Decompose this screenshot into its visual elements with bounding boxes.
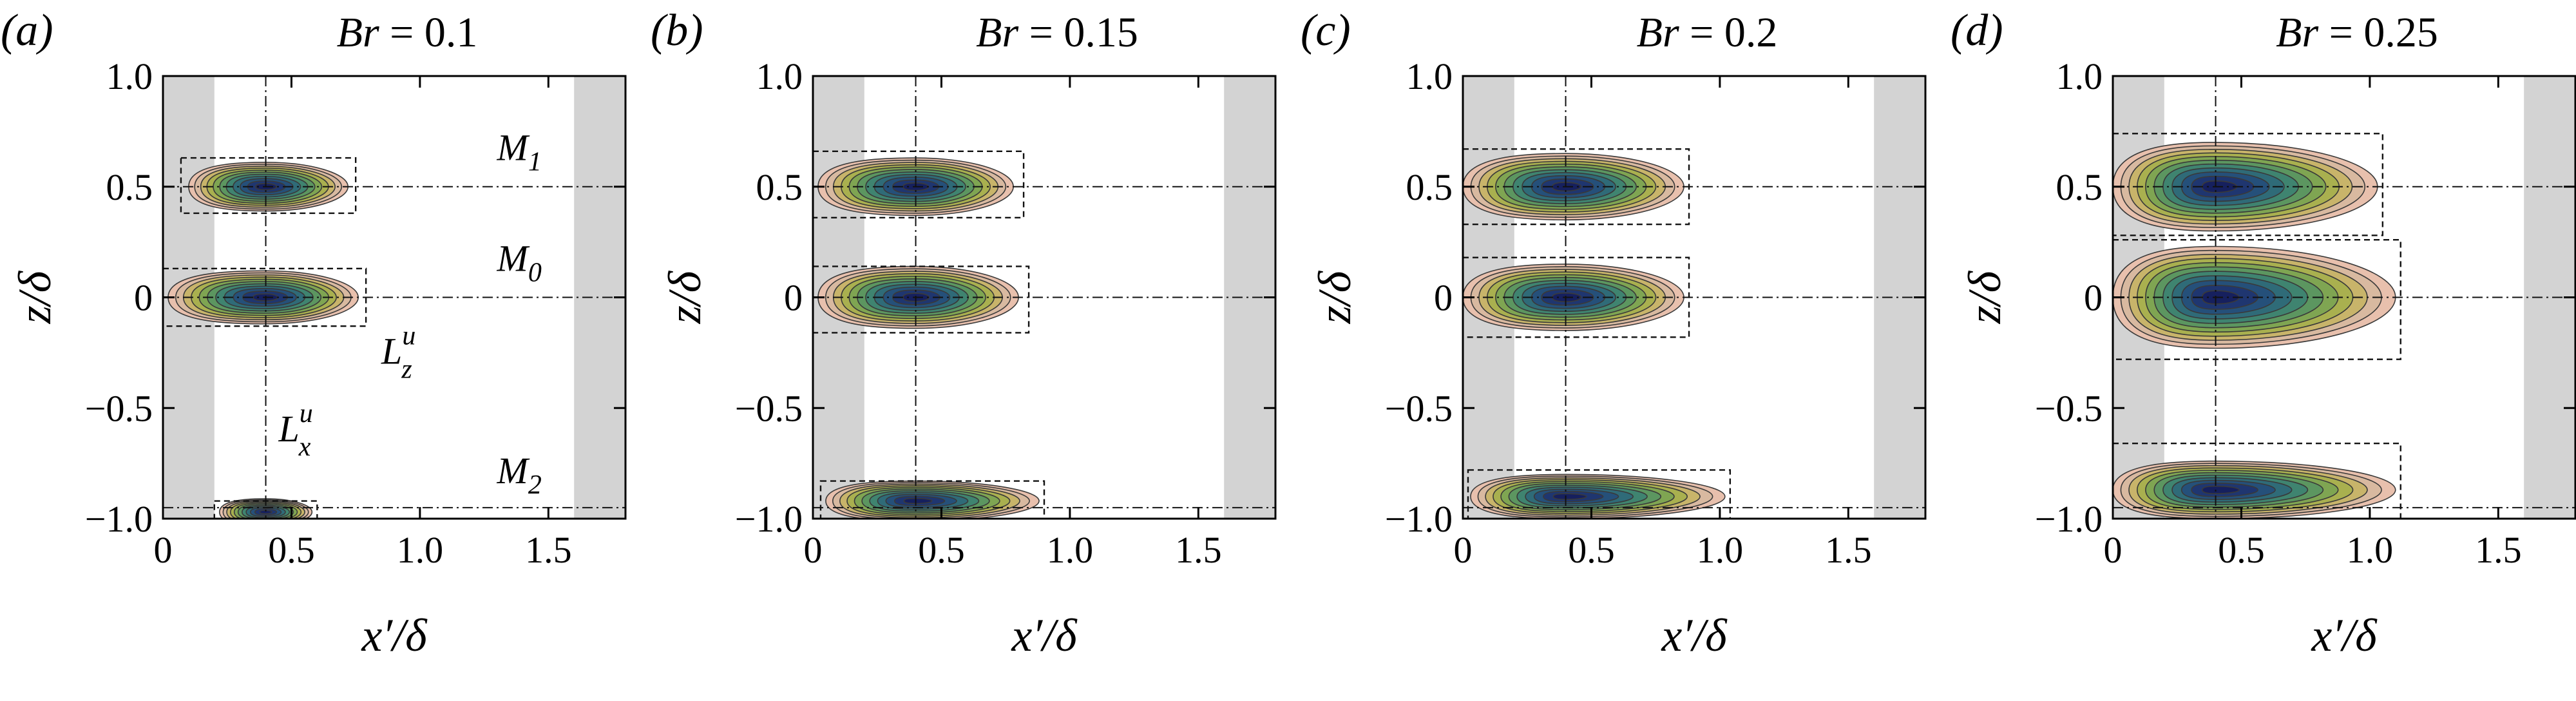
contour-M2: [2113, 443, 2401, 519]
contour-M2: [819, 480, 1045, 519]
y-tick-label: −1.0: [85, 498, 153, 540]
contour-M1: [2113, 133, 2384, 236]
y-tick-label: 0: [784, 277, 803, 319]
x-tick-label: 0.5: [918, 529, 965, 571]
title-variable: Br: [976, 9, 1018, 56]
extent-box-M1: [813, 150, 1025, 219]
contour-M1: [1463, 148, 1690, 226]
y-tick-label: −1.0: [735, 498, 803, 540]
x-tick-label: 0: [1454, 529, 1473, 571]
title-value: = 0.2: [1679, 9, 1778, 56]
annotation: M2: [497, 450, 542, 500]
x-tick-label: 1.0: [1047, 529, 1094, 571]
chart-panel-0: 0 0.5 1.0 1.5 1.0 0.5 0 −0.5 −1.0 x′/δ z/δ (a) Br = …: [1, 6, 627, 661]
annotation: Lu x: [278, 399, 313, 462]
y-tick-label: 0: [1434, 277, 1453, 319]
panel-title: Br = 0.15: [976, 9, 1138, 56]
y-tick-label: 0.5: [1406, 166, 1453, 208]
x-tick-label: 1.5: [1175, 529, 1222, 571]
panel-label: (d): [1951, 6, 2003, 55]
y-tick-label: 0: [2084, 277, 2103, 319]
title-value: = 0.1: [379, 9, 478, 56]
y-tick-label: −1.0: [2035, 498, 2103, 540]
y-tick-label: −0.5: [2035, 387, 2103, 429]
x-tick-label: 1.5: [1825, 529, 1872, 571]
title-variable: Br: [337, 9, 379, 56]
chart-panel-3: 0 0.5 1.0 1.5 1.0 0.5 0 −0.5 −1.0 x′/δ z/δ (d) Br = …: [1951, 6, 2576, 661]
panel-label: (c): [1301, 6, 1351, 55]
plot-area: [1463, 76, 1925, 519]
y-tick-label: −0.5: [1385, 387, 1453, 429]
y-tick-label: 0: [134, 277, 153, 319]
y-tick-label: 1.0: [106, 55, 153, 97]
y-tick-label: 0.5: [106, 166, 153, 208]
y-tick-label: 1.0: [1406, 55, 1453, 97]
plot-area: [2113, 76, 2575, 519]
x-tick-label: 0.5: [268, 529, 315, 571]
x-tick-label: 1.5: [525, 529, 572, 571]
annotation: M0: [497, 237, 542, 287]
x-tick-label: 1.5: [2475, 529, 2522, 571]
extent-box-M1: [180, 157, 357, 215]
y-axis-label: z/δ: [1309, 270, 1360, 324]
x-axis-label: x′/δ: [361, 610, 428, 661]
extent-box-M0: [813, 265, 1030, 334]
x-axis-label: x′/δ: [2311, 610, 2378, 661]
plot-area: [163, 76, 625, 519]
contour-M0: [1463, 256, 1690, 338]
y-tick-label: −0.5: [735, 387, 803, 429]
panel-label: (a): [1, 6, 53, 55]
panel-title: Br = 0.25: [2276, 9, 2438, 56]
x-tick-label: 0.5: [1568, 529, 1615, 571]
extent-box-M0: [2113, 238, 2401, 360]
extent-box-M1: [2113, 133, 2384, 236]
y-axis-label: z/δ: [659, 270, 711, 324]
y-axis-label: z/δ: [9, 270, 61, 324]
annotation: M1: [497, 127, 542, 177]
panel-title: Br = 0.2: [1637, 9, 1778, 56]
plot-area: [813, 76, 1275, 519]
panel-title: Br = 0.1: [337, 9, 478, 56]
chart-panel-2: 0 0.5 1.0 1.5 1.0 0.5 0 −0.5 −1.0 x′/δ z/δ (c) Br = …: [1301, 6, 1927, 661]
x-tick-label: 0: [154, 529, 173, 571]
x-tick-label: 0.5: [2218, 529, 2265, 571]
y-tick-label: −0.5: [85, 387, 153, 429]
title-variable: Br: [2276, 9, 2318, 56]
contour-level: [259, 510, 272, 515]
title-value: = 0.15: [1018, 9, 1138, 56]
x-tick-label: 1.0: [1697, 529, 1744, 571]
y-tick-label: 1.0: [756, 55, 803, 97]
y-tick-label: 1.0: [2056, 55, 2103, 97]
chart-panel-1: 0 0.5 1.0 1.5 1.0 0.5 0 −0.5 −1.0 x′/δ z/δ (b) Br = …: [651, 6, 1277, 661]
contour-level: [1552, 493, 1587, 500]
x-axis-label: x′/δ: [1011, 610, 1078, 661]
x-tick-label: 1.0: [397, 529, 444, 571]
extent-box-M2: [1467, 469, 1732, 519]
y-tick-label: 0.5: [2056, 166, 2103, 208]
x-tick-label: 0: [2104, 529, 2123, 571]
extent-box-M0: [163, 267, 367, 327]
x-axis-label: x′/δ: [1661, 610, 1728, 661]
contour-M0: [2113, 238, 2401, 360]
panel-label: (b): [651, 6, 703, 55]
x-tick-label: 0: [804, 529, 823, 571]
contour-level: [2201, 485, 2240, 494]
contour-M2: [1467, 469, 1732, 519]
annotation: Lu z: [381, 322, 415, 385]
title-variable: Br: [1637, 9, 1679, 56]
y-tick-label: 0.5: [756, 166, 803, 208]
x-tick-label: 1.0: [2347, 529, 2394, 571]
y-tick-label: −1.0: [1385, 498, 1453, 540]
title-value: = 0.25: [2318, 9, 2438, 56]
contour-level: [903, 497, 933, 504]
y-axis-label: z/δ: [1959, 270, 2010, 324]
